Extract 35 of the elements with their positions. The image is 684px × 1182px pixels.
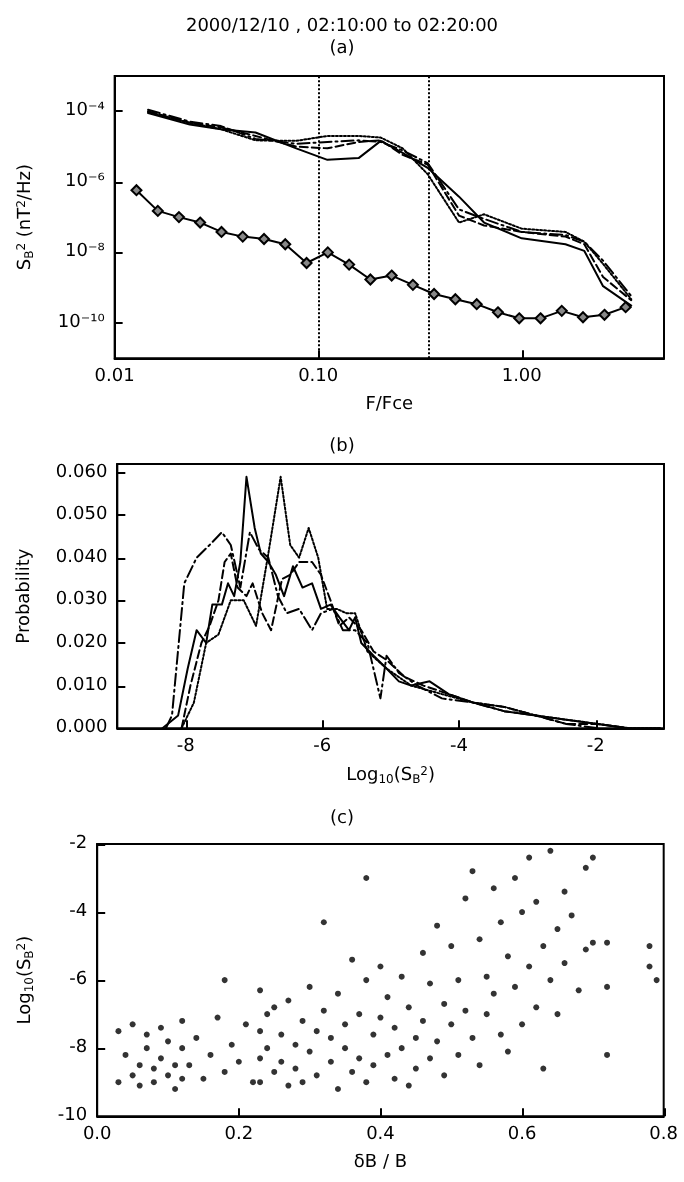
x-tick-label: -8: [176, 737, 196, 758]
y-tick-label: 10⁻⁶: [65, 171, 106, 192]
x-tick-label: 0.8: [649, 1125, 679, 1146]
chart-title: 2000/12/10 , 02:10:00 to 02:20:00: [185, 17, 499, 37]
x-tick-label: 1.00: [501, 367, 543, 388]
x-axis-title: δB / B: [353, 1153, 408, 1173]
chart-title: (c): [330, 809, 354, 829]
x-tick-label: 0.4: [366, 1125, 396, 1146]
y-tick-label: -6: [69, 970, 88, 991]
y-tick-label: 10⁻¹⁰: [57, 312, 106, 333]
y-tick-label: 0.000: [55, 718, 108, 739]
x-tick-label: -6: [313, 737, 332, 758]
x-tick-label: 0.10: [298, 367, 339, 388]
y-tick-label: 0.040: [55, 547, 108, 568]
x-tick-label: 0.6: [507, 1125, 537, 1146]
y-tick-label: -10: [57, 1106, 88, 1127]
chart-title: (b): [329, 437, 355, 457]
y-tick-label: 0.030: [55, 590, 108, 611]
y-tick-label: 10⁻⁴: [65, 101, 106, 122]
x-tick-label: -4: [450, 737, 469, 758]
y-tick-label: 0.020: [55, 632, 108, 653]
y-tick-label: -4: [69, 902, 88, 923]
x-tick-label: 0.01: [94, 367, 135, 388]
y-tick-label: 0.010: [55, 675, 108, 696]
x-tick-label: -2: [586, 737, 605, 758]
y-tick-label: 0.050: [55, 505, 108, 526]
y-tick-label: 10⁻⁸: [65, 242, 106, 263]
x-tick-label: 0.0: [82, 1125, 113, 1146]
y-tick-label: -2: [69, 834, 88, 854]
chart-subtitle: (a): [329, 39, 355, 59]
x-tick-label: 0.2: [224, 1125, 254, 1146]
x-axis-title: F/Fce: [365, 395, 415, 415]
y-tick-label: 0.060: [55, 462, 108, 483]
y-axis-title: Probability: [15, 547, 35, 644]
y-tick-label: -8: [69, 1038, 88, 1059]
